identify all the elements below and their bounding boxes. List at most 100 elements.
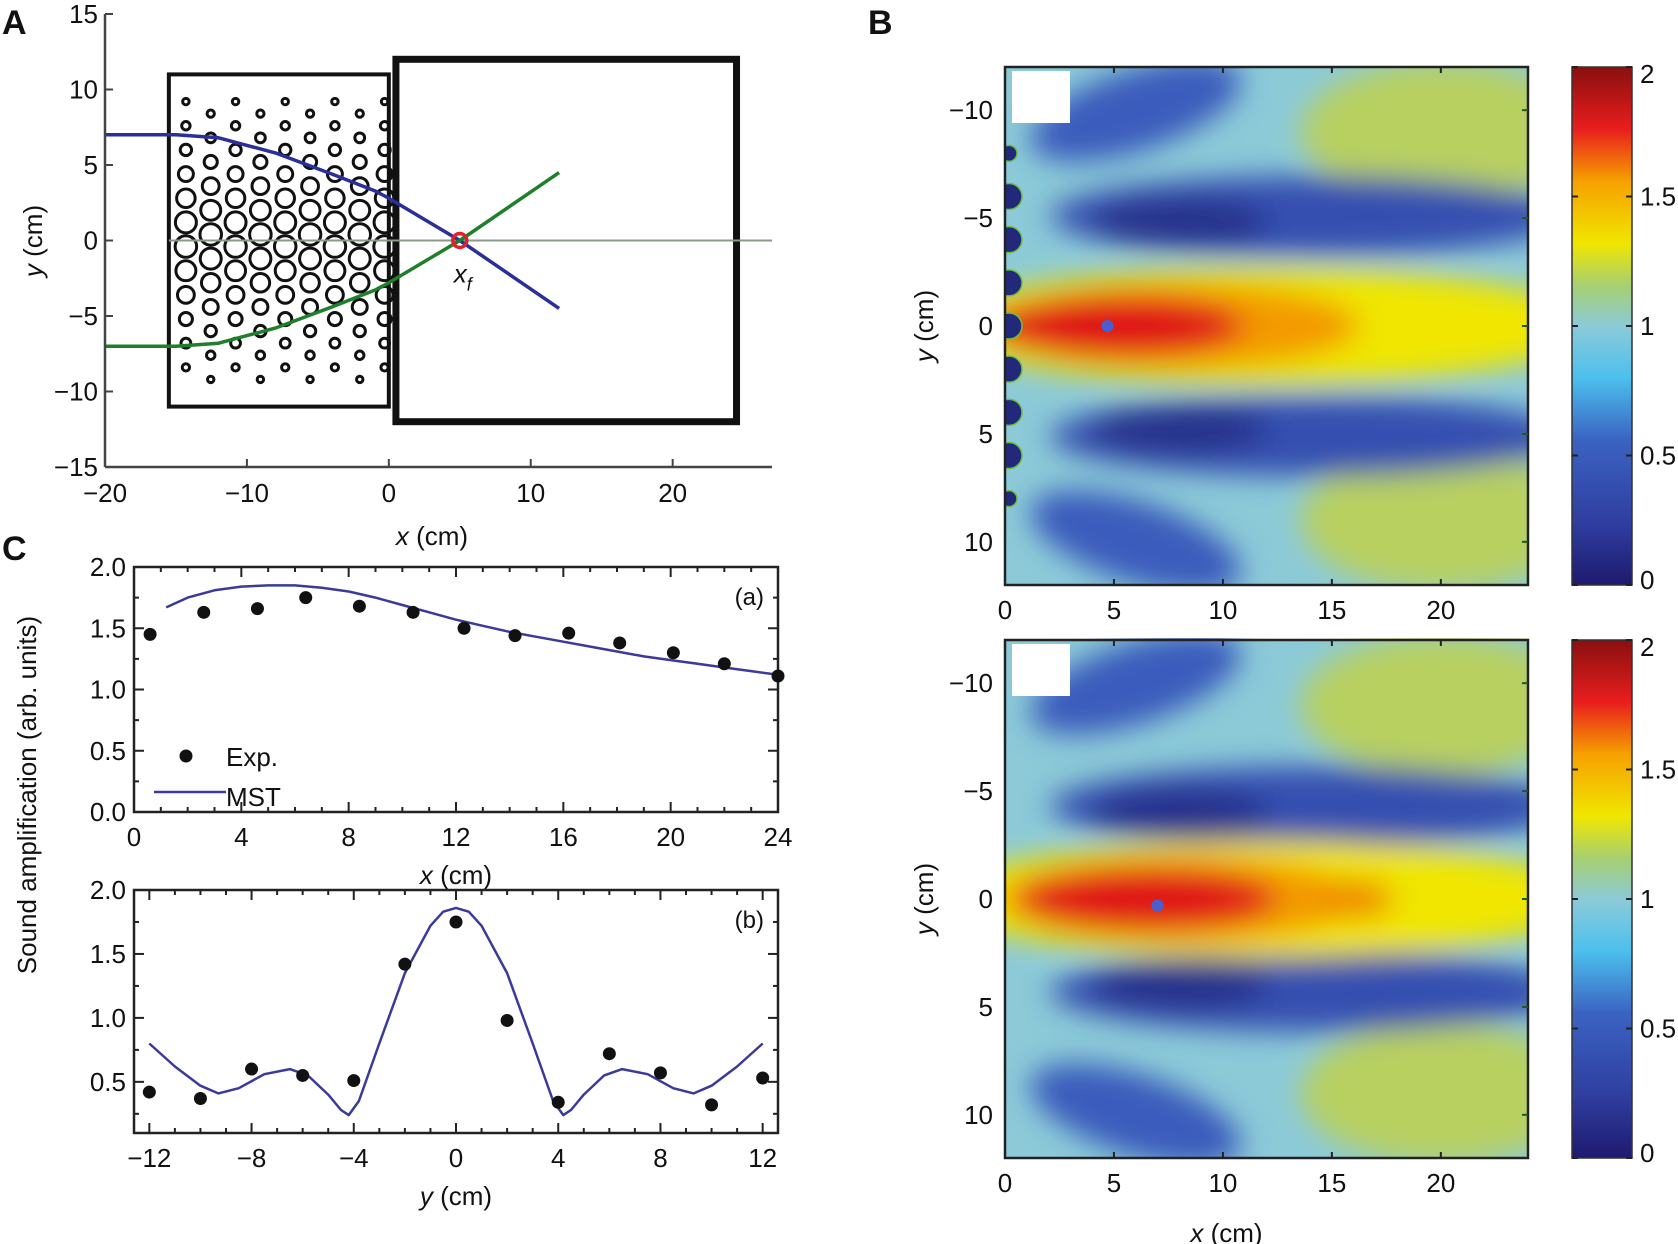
lens-cylinder — [250, 176, 271, 197]
x-tick-label: 10 — [1208, 1168, 1237, 1198]
lens-cylinder — [354, 108, 365, 119]
x-tick-label: 20 — [1426, 1168, 1455, 1198]
lens-cylinder — [326, 310, 343, 328]
exp-point — [613, 636, 627, 650]
lens-cylinder — [205, 108, 216, 119]
lens-cylinder — [176, 165, 195, 184]
lens-cylinder — [280, 362, 291, 373]
y-tick-label: 5 — [84, 150, 98, 180]
exp-point — [602, 1047, 616, 1061]
lens-cylinder — [249, 272, 272, 294]
exp-point — [457, 621, 471, 635]
lens-cylinder — [179, 336, 193, 350]
minimum-core — [1089, 961, 1270, 1010]
exp-point — [347, 1074, 361, 1088]
focus-point-marker — [451, 231, 469, 250]
exp-point — [508, 629, 522, 643]
lens-cylinder — [224, 187, 247, 209]
lens-cylinder — [228, 142, 243, 158]
lens-cylinder — [203, 323, 218, 339]
colorbar-tick-label: 0 — [1640, 565, 1654, 595]
lens-cylinder — [298, 198, 322, 222]
mst-curve — [165, 584, 779, 677]
exp-point — [398, 957, 412, 971]
plot-c-b: −12 −8 −4 0 4 8 12 0.5 1.0 1.5 2.0 (b) y (cm) — [90, 875, 780, 1211]
lens-cylinder-edge — [1005, 225, 1023, 254]
panel-a: A xf −20 −10 0 10 20 15 10 5 0 −5 −10 −15 x (cm) y … — [2, 0, 772, 551]
lens-cylinder — [230, 362, 241, 373]
panel-a-axes: −20 −10 0 10 20 15 10 5 0 −5 −10 −15 — [54, 0, 772, 508]
minimum-lobe — [1030, 67, 1242, 162]
lens-cylinder-edge — [1005, 489, 1018, 508]
focus-label: xf — [452, 259, 474, 295]
lens-cylinder — [302, 323, 318, 339]
panel-a-xlabel: x (cm) — [394, 521, 468, 551]
colorbar-tick-label: 0.5 — [1640, 1014, 1676, 1044]
lens-cylinder — [304, 108, 316, 119]
xlabel-var: x — [418, 860, 434, 890]
y-tick-label: 1.5 — [90, 939, 126, 969]
x-tick-label: 12 — [442, 822, 471, 852]
exp-point — [771, 669, 785, 683]
lens-cylinder — [298, 246, 323, 271]
x-tick-label: 15 — [1317, 595, 1346, 625]
y-tick-label: 0 — [84, 226, 98, 256]
upper-ray — [105, 133, 561, 310]
x-tick-label: 24 — [764, 822, 793, 852]
x-tick-label: −8 — [237, 1143, 267, 1173]
plot-c-a: 0 4 8 12 16 20 24 0.0 0.5 1.0 1.5 2.0 (a) x (cm) Exp. M… — [90, 552, 793, 890]
xlabel-unit: (cm) — [433, 860, 492, 890]
lens-cylinder — [273, 259, 297, 283]
lens-cylinder — [324, 187, 346, 209]
x-tick-label: 0 — [382, 478, 396, 508]
lens-cylinder — [202, 153, 219, 171]
lens-cylinder — [223, 210, 248, 235]
lens-cylinder — [329, 120, 341, 132]
colorbar — [1571, 66, 1633, 586]
colorbar-tick-label: 1 — [1640, 884, 1654, 914]
lens-cylinder-edge — [1005, 398, 1023, 427]
lens-cylinder — [254, 131, 267, 145]
lens-cylinder — [206, 374, 216, 385]
x-tick-label: 10 — [516, 478, 545, 508]
lens-cylinder — [181, 96, 191, 107]
legend-exp-label: Exp. — [226, 742, 278, 772]
subpanel-label: (a) — [735, 584, 764, 611]
panel-c-letter: C — [2, 530, 27, 568]
lens-cylinder — [376, 310, 393, 328]
y-tick-label: 5 — [979, 992, 993, 1022]
lens-cylinder — [173, 210, 198, 235]
lens-cylinder — [300, 176, 320, 197]
exp-point — [653, 1066, 667, 1080]
minimum-lobe — [1030, 1063, 1242, 1158]
legend-exp-marker — [179, 749, 193, 763]
lens-cylinder — [223, 234, 248, 259]
lens-cylinder — [328, 336, 342, 350]
lens-cylinder — [305, 374, 315, 385]
field-region — [1300, 67, 1528, 202]
lens-cylinder — [372, 234, 397, 259]
lens-cylinder — [200, 176, 221, 197]
inset-blank — [1012, 644, 1070, 696]
lens-cylinder-edge — [1005, 312, 1023, 340]
heatmap-ylabel: y (cm) — [909, 290, 939, 364]
lens-cylinder — [227, 310, 244, 328]
x-tick-label: 4 — [234, 822, 248, 852]
panel-c-ylabel: Sound amplification (arb. units) — [12, 616, 42, 974]
lens-cylinder — [354, 349, 366, 361]
y-tick-label: 10 — [964, 527, 993, 557]
ylabel-var: y — [909, 347, 939, 364]
x-tick-label: 12 — [748, 1143, 777, 1173]
plot-xlabel: y (cm) — [418, 1181, 492, 1211]
lens-cylinder — [348, 272, 371, 294]
lens-cylinder — [351, 153, 368, 171]
lens-cylinder — [280, 96, 290, 107]
y-tick-label: 15 — [69, 0, 98, 29]
heatmap-top: 0 5 10 15 20 −10 −5 0 5 10 y (cm) 0 0.5 1 1.5 2 — [909, 59, 1676, 625]
lens-cylinder — [180, 362, 192, 373]
exp-point — [562, 626, 576, 640]
exp-point — [352, 599, 366, 613]
field-region — [1300, 638, 1528, 775]
